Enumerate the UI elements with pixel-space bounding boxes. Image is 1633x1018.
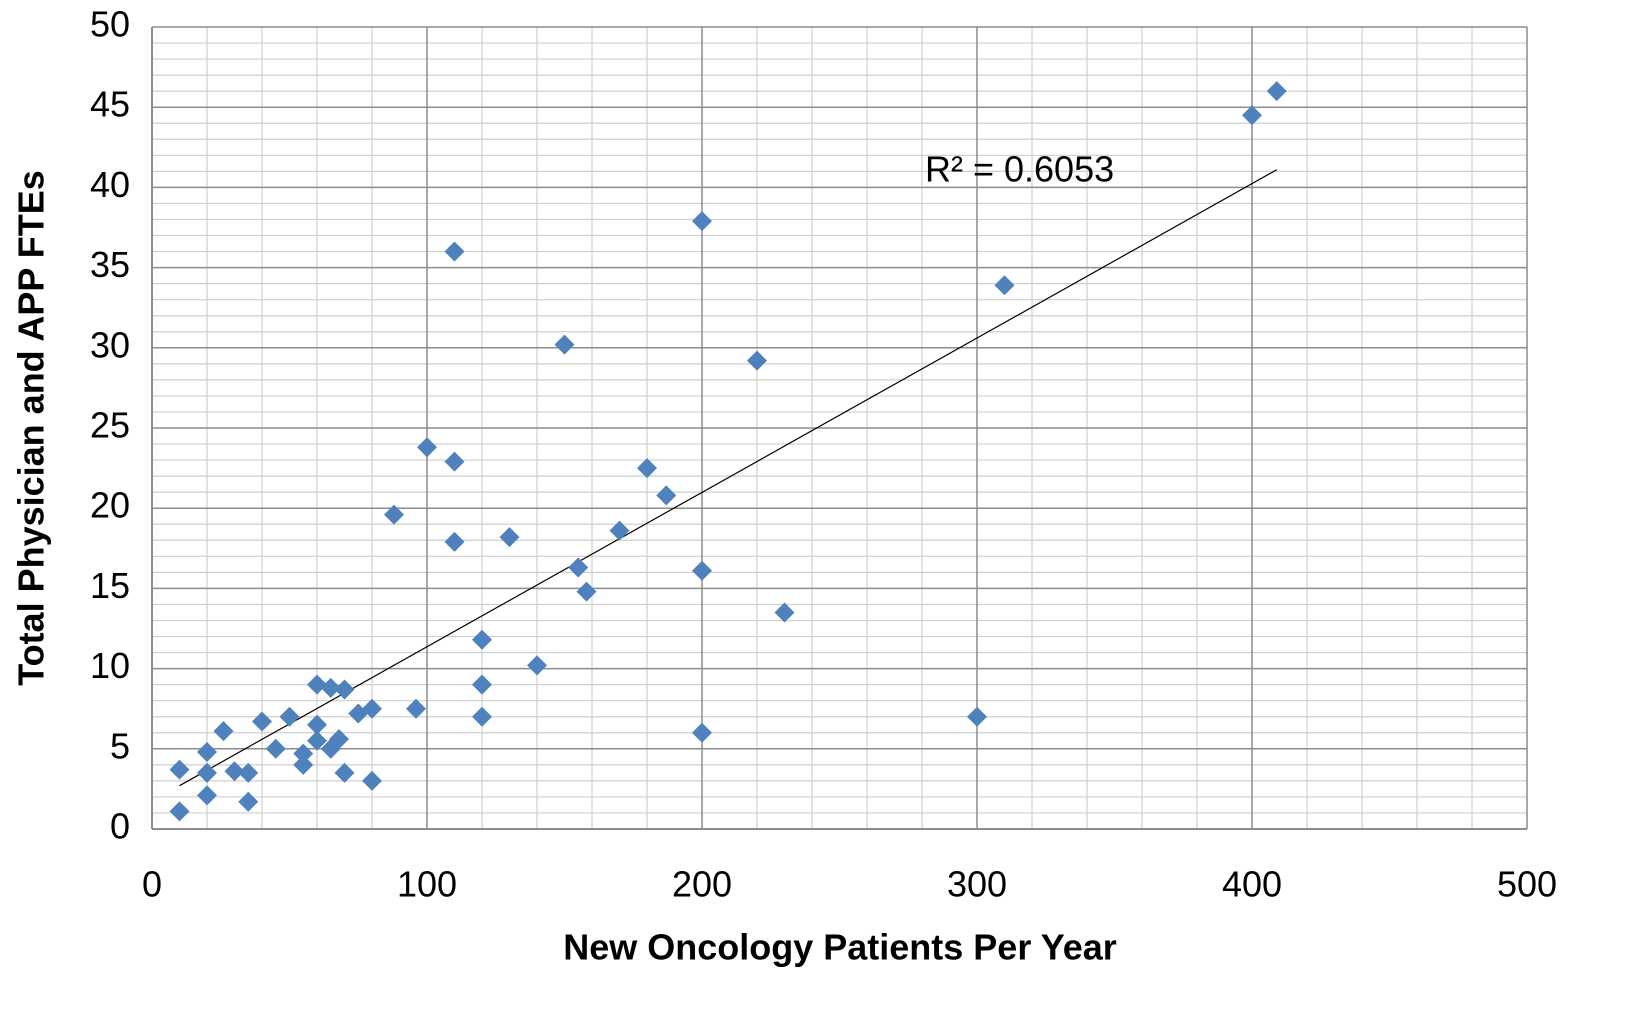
point: [444, 531, 465, 552]
point: [238, 762, 259, 783]
point: [362, 698, 382, 719]
point: [293, 754, 314, 775]
point: [334, 762, 355, 783]
point: [307, 674, 327, 695]
x-tick-label: 200: [672, 864, 732, 905]
point: [197, 785, 217, 806]
point: [1266, 81, 1287, 102]
x-tick-label: 300: [947, 864, 1007, 905]
y-tick-label: 0: [110, 806, 130, 847]
y-tick-label: 25: [90, 405, 130, 446]
point: [384, 504, 404, 525]
point: [329, 729, 349, 750]
point: [213, 721, 234, 742]
point: [472, 706, 492, 727]
point: [499, 527, 520, 548]
point: [238, 791, 259, 812]
y-tick-label: 40: [90, 164, 130, 205]
y-tick-label: 15: [90, 565, 130, 606]
y-tick-label: 5: [110, 725, 130, 766]
x-tick-label: 100: [397, 864, 457, 905]
point: [1242, 105, 1262, 126]
y-axis-title: Total Physician and APP FTEs: [11, 170, 52, 685]
x-tick-label: 500: [1497, 864, 1557, 905]
annotation: R² = 0.6053: [925, 149, 1114, 190]
y-tick-label: 20: [90, 485, 130, 526]
point: [967, 706, 987, 727]
point: [307, 730, 327, 751]
point: [444, 451, 465, 472]
point: [265, 738, 286, 759]
point: [637, 458, 657, 479]
point: [406, 698, 426, 719]
point: [747, 350, 767, 371]
point: [609, 520, 630, 541]
x-axis-title: New Oncology Patients Per Year: [563, 927, 1117, 968]
point: [444, 241, 465, 262]
x-tick-label: 0: [142, 864, 162, 905]
trendline: [179, 169, 1278, 787]
point: [307, 714, 327, 735]
point: [417, 437, 437, 458]
x-tick-label: 400: [1222, 864, 1282, 905]
point: [527, 655, 547, 676]
point: [692, 722, 712, 743]
y-tick-label: 45: [90, 84, 130, 125]
point: [197, 762, 217, 783]
y-tick-label: 35: [90, 244, 130, 285]
point: [472, 629, 492, 650]
y-tick-label: 50: [90, 4, 130, 45]
point: [169, 801, 190, 822]
point: [320, 677, 341, 698]
point: [692, 560, 712, 581]
point: [169, 759, 190, 780]
point: [362, 770, 382, 791]
point: [692, 211, 712, 232]
point: [224, 761, 245, 782]
point: [774, 602, 795, 623]
y-tick-label: 10: [90, 645, 130, 686]
point: [568, 557, 589, 578]
point: [293, 743, 314, 764]
point: [656, 485, 677, 506]
point: [279, 706, 300, 727]
point: [252, 711, 272, 732]
point: [334, 679, 355, 700]
point: [197, 742, 217, 763]
point: [472, 674, 492, 695]
point: [576, 581, 597, 602]
point: [994, 275, 1015, 296]
y-tick-label: 30: [90, 324, 130, 365]
point: [554, 334, 575, 355]
